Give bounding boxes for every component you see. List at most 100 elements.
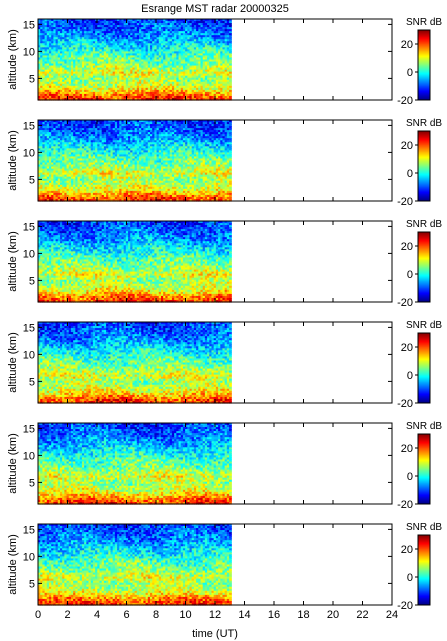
heatmap-cell [139,25,142,28]
heatmap-cell [211,35,215,38]
heatmap-cell [108,19,112,22]
heatmap-cell [125,43,129,46]
heatmap-cell [152,33,155,36]
heatmap-cell [117,37,120,40]
heatmap-cell [224,23,228,26]
heatmap-cell [125,27,129,30]
heatmap-cell [73,45,76,48]
heatmap-cell [169,29,173,32]
heatmap-cell [156,21,160,24]
heatmap-cell [64,35,68,38]
heatmap-cell [229,25,232,28]
heatmap-cell [66,41,70,44]
heatmap-cell [75,27,79,30]
heatmap-cell [211,19,215,22]
heatmap-cell [200,25,204,28]
heatmap-cell [134,37,138,40]
heatmap-cell [134,27,138,30]
heatmap-cell [189,31,193,34]
heatmap-cell [46,43,50,46]
heatmap-cell [226,37,230,40]
heatmap-cell [169,19,173,22]
heatmap-cell [141,33,144,36]
heatmap-cell [75,41,79,44]
heatmap-cell [99,27,103,30]
heatmap-cell [220,29,224,32]
heatmap-cell [68,19,72,22]
heatmap-cell [198,43,202,46]
heatmap-cell [90,25,94,28]
heatmap-cell [40,45,43,48]
heatmap-cell [145,41,149,44]
heatmap-cell [55,43,59,46]
heatmap-cell [90,35,94,38]
heatmap-cell [40,35,43,38]
heatmap-cell [152,37,155,40]
heatmap-cell [97,27,101,30]
heatmap-cell [81,23,85,26]
heatmap-cell [68,35,72,38]
heatmap-cell [99,23,103,26]
heatmap-cell [55,41,59,44]
heatmap-cell [88,45,92,48]
heatmap-cell [154,41,158,44]
heatmap-cell [130,33,134,36]
heatmap-cell [53,45,57,48]
colorbar-label: SNR dB [406,17,442,28]
heatmap-cell [55,31,59,34]
heatmap-cell [169,31,173,34]
heatmap-cell [139,33,142,36]
heatmap-cell [200,41,204,44]
heatmap-cell [86,23,90,26]
heatmap-cell [42,23,46,26]
heatmap-cell [160,21,164,24]
heatmap-cell [226,29,230,32]
heatmap-cell [128,25,131,28]
heatmap-cell [44,45,48,48]
heatmap-cell [92,43,96,46]
heatmap-cell [53,27,57,30]
heatmap-cell [207,35,210,38]
heatmap-cell [204,33,208,36]
heatmap-cell [97,33,101,36]
heatmap-cell [156,27,160,30]
heatmap-cell [202,35,206,38]
heatmap-cell [64,27,68,30]
heatmap-cell [62,21,65,24]
heatmap-cell [110,25,114,28]
heatmap-cell [79,23,83,26]
heatmap-cell [193,41,197,44]
heatmap-cell [193,31,197,34]
heatmap-cell [77,33,81,36]
heatmap-cell [178,41,182,44]
heatmap-cell [38,39,41,42]
heatmap-cell [180,27,184,30]
heatmap-cell [226,35,230,38]
heatmap-cell [189,35,193,38]
heatmap-cell [114,39,118,42]
heatmap-cell [55,45,59,48]
heatmap-cell [187,43,191,46]
heatmap-cell [114,41,118,44]
heatmap-cell [141,19,144,22]
heatmap-cell [176,23,180,26]
heatmap-cell [125,33,129,36]
heatmap-cell [156,25,160,28]
heatmap-cell [147,27,151,30]
heatmap-cell [86,37,90,40]
heatmap-cell [99,29,103,32]
heatmap-cell [176,39,180,42]
heatmap-cell [110,41,114,44]
heatmap-cell [160,27,164,30]
heatmap-cell [163,43,166,46]
heatmap-cell [123,25,127,28]
heatmap-cell [123,29,127,32]
heatmap-cell [171,23,175,26]
heatmap-cell [165,27,169,30]
heatmap-cell [176,25,180,28]
heatmap-cell [229,29,232,32]
heatmap-cell [165,21,169,24]
heatmap-cell [62,25,65,28]
heatmap-cell [176,21,180,24]
heatmap-cell [86,45,90,48]
